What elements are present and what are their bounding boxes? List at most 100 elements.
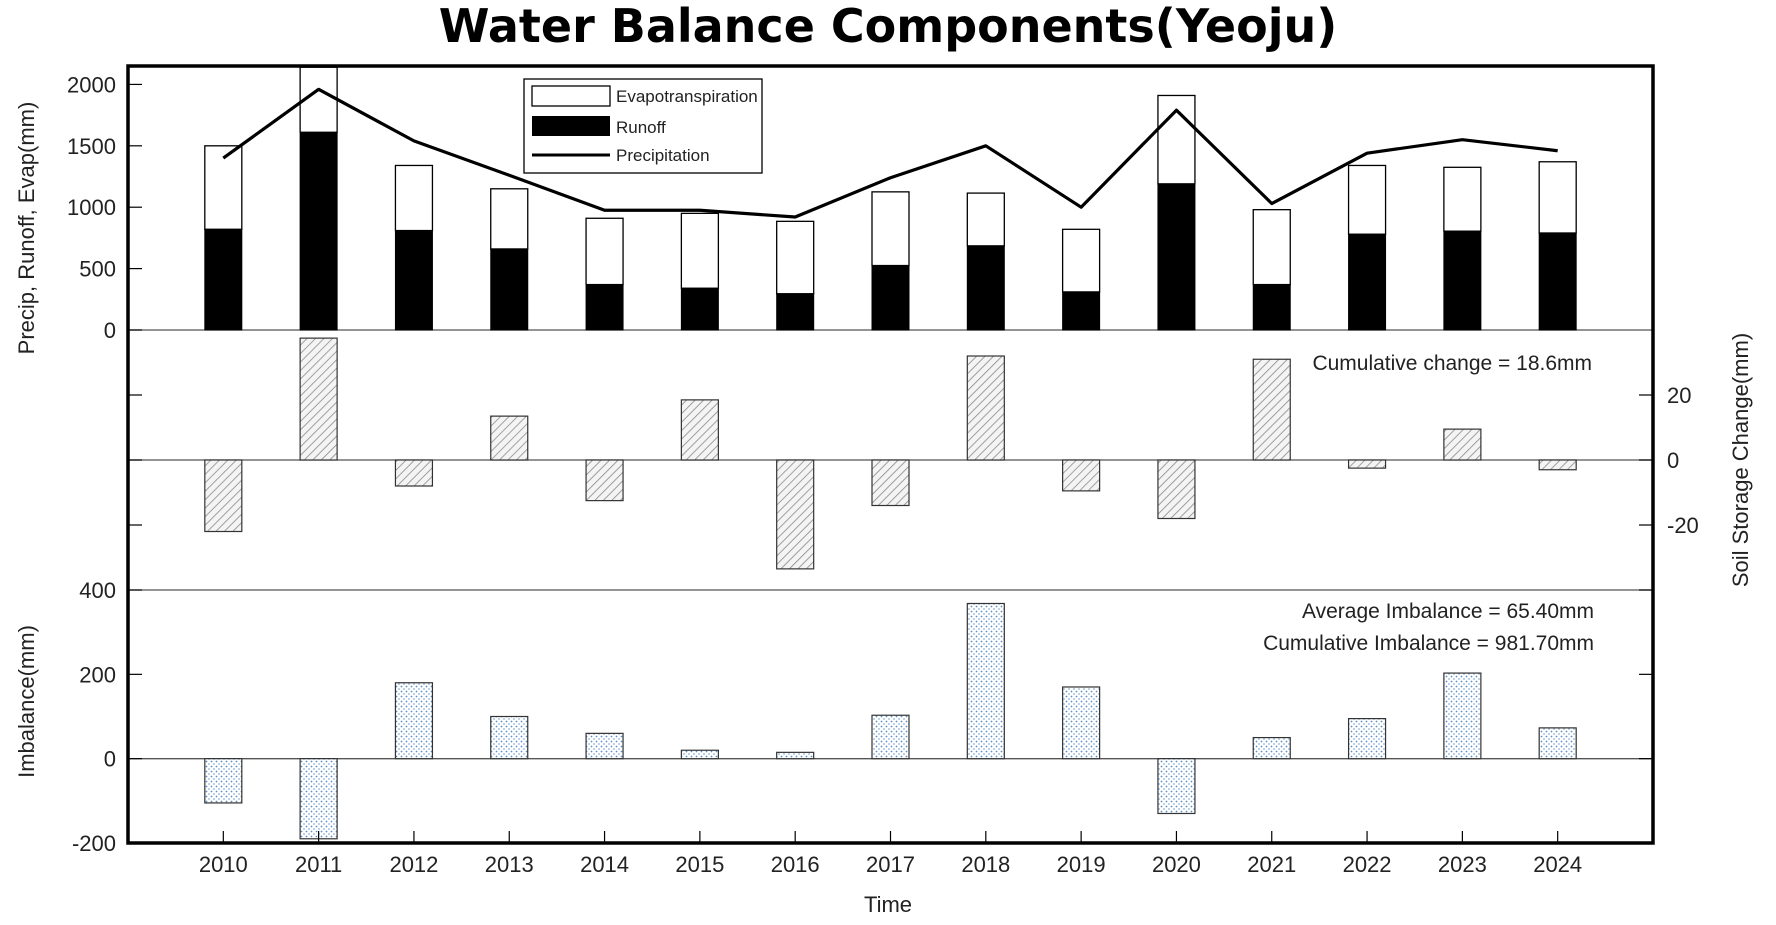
- runoff-bar: [1252, 284, 1291, 331]
- runoff-bar: [490, 248, 529, 331]
- legend-label-precipitation: Precipitation: [616, 146, 710, 165]
- plot-frame: [126, 64, 1655, 845]
- runoff-bar: [1443, 230, 1482, 331]
- soil-storage-bar: [394, 459, 434, 487]
- legend: Evapotranspiration Runoff Precipitation: [523, 78, 763, 174]
- runoff-bar: [1157, 183, 1196, 331]
- soil-y-tick-label: 0: [1667, 448, 1679, 473]
- evapotranspiration-bar: [585, 217, 624, 286]
- x-tick-label: 2014: [580, 852, 629, 877]
- runoff-bar: [776, 293, 815, 331]
- runoff-bar: [966, 245, 1005, 331]
- y-tick-label: 1500: [67, 134, 116, 159]
- imbalance-y-tick-label: -200: [72, 831, 116, 856]
- legend-label-runoff: Runoff: [616, 118, 666, 137]
- soil-storage-bar: [680, 399, 719, 461]
- legend-label-evapotranspiration: Evapotranspiration: [616, 87, 758, 106]
- legend-swatch-runoff: [532, 116, 610, 136]
- x-tick-label: 2011: [295, 852, 342, 877]
- imbalance-bar: [1443, 672, 1482, 760]
- x-tick-label: 2022: [1343, 852, 1392, 877]
- chart-title: Water Balance Components(Yeoju): [439, 0, 1338, 53]
- evapotranspiration-bar: [490, 188, 529, 250]
- precipitation-line: [222, 87, 1558, 219]
- x-tick-label: 2021: [1247, 852, 1296, 877]
- evapotranspiration-bar: [1061, 228, 1101, 293]
- soil-storage-bar: [871, 459, 910, 507]
- y-tick-label: 1000: [67, 195, 116, 220]
- x-tick-label: 2010: [199, 852, 248, 877]
- imbalance-bar: [1347, 718, 1387, 760]
- soil-storage-bar: [966, 355, 1005, 461]
- evapotranspiration-bar: [1252, 209, 1291, 286]
- imbalance-bar: [585, 732, 624, 760]
- runoff-bar: [585, 284, 624, 331]
- imbalance-bar: [776, 751, 815, 760]
- runoff-bar: [871, 265, 910, 331]
- soil-storage-bar: [1538, 459, 1577, 471]
- x-tick-label: 2023: [1438, 852, 1487, 877]
- runoff-bar: [299, 131, 338, 331]
- soil-storage-bar: [1443, 428, 1482, 461]
- soil-storage-bar: [585, 459, 624, 502]
- soil-y-tick-label: 20: [1667, 383, 1691, 408]
- x-tick-label: 2016: [771, 852, 820, 877]
- x-tick-label: 2024: [1533, 852, 1582, 877]
- imbalance-y-tick-label: 200: [79, 662, 116, 687]
- soil-storage-bar: [776, 459, 815, 570]
- evapotranspiration-bar: [1538, 161, 1577, 234]
- soil-y-tick-label: -20: [1667, 513, 1699, 538]
- x-tick-label: 2020: [1152, 852, 1201, 877]
- imbalance-bar: [871, 714, 910, 760]
- y-axis-label-soil-storage: Soil Storage Change(mm): [1728, 333, 1753, 587]
- evapotranspiration-bar: [1347, 164, 1387, 235]
- soil-storage-bar: [204, 459, 243, 533]
- soil-storage-bar: [490, 415, 529, 461]
- soil-storage-bar: [1347, 459, 1387, 469]
- evapotranspiration-bar: [776, 220, 815, 295]
- y-axis-label-imbalance: Imbalance(mm): [14, 625, 39, 778]
- evapotranspiration-bar: [871, 191, 910, 267]
- x-tick-label: 2018: [961, 852, 1010, 877]
- runoff-bar: [1348, 233, 1387, 331]
- x-tick-label: 2017: [866, 852, 915, 877]
- y-tick-label: 2000: [67, 72, 116, 97]
- runoff-bar: [394, 230, 433, 331]
- imbalance-bar: [1252, 736, 1291, 760]
- imbalance-note: Average Imbalance = 65.40mm: [1302, 600, 1594, 623]
- imbalance-bar: [394, 682, 434, 760]
- x-tick-label: 2012: [389, 852, 438, 877]
- imbalance-bar: [204, 758, 243, 804]
- y-axis-label-components: Precip, Runoff, Evap(mm): [14, 102, 39, 355]
- imbalance-bar: [680, 749, 719, 760]
- imbalance-bar: [299, 758, 338, 840]
- imbalance-y-tick-label: 400: [79, 578, 116, 603]
- imbalance-bar: [490, 715, 529, 760]
- soil-storage-bar: [1252, 358, 1291, 461]
- x-axis-label: Time: [864, 892, 912, 917]
- soil-storage-bar: [1157, 459, 1196, 520]
- y-tick-label: 500: [79, 257, 116, 282]
- x-tick-label: 2015: [675, 852, 724, 877]
- runoff-bar: [1538, 232, 1577, 331]
- x-tick-label: 2019: [1057, 852, 1106, 877]
- evapotranspiration-bar: [1443, 166, 1482, 232]
- cumulative-change-note: Cumulative change = 18.6mm: [1312, 352, 1592, 375]
- evapotranspiration-bar: [394, 164, 434, 232]
- imbalance-bar: [1538, 727, 1577, 760]
- imbalance-bar: [1157, 758, 1196, 815]
- imbalance-note: Cumulative Imbalance = 981.70mm: [1263, 632, 1594, 655]
- y-tick-label: 0: [104, 318, 116, 343]
- evapotranspiration-bar: [204, 145, 243, 230]
- soil-storage-bar: [1062, 459, 1101, 492]
- runoff-bar: [680, 287, 719, 331]
- x-tick-label: 2013: [485, 852, 534, 877]
- imbalance-bar: [1062, 686, 1101, 760]
- runoff-bar: [204, 228, 243, 331]
- soil-storage-bar: [299, 337, 338, 461]
- legend-swatch-evapotranspiration: [531, 85, 611, 107]
- runoff-bar: [1062, 291, 1101, 331]
- imbalance-y-tick-label: 0: [104, 747, 116, 772]
